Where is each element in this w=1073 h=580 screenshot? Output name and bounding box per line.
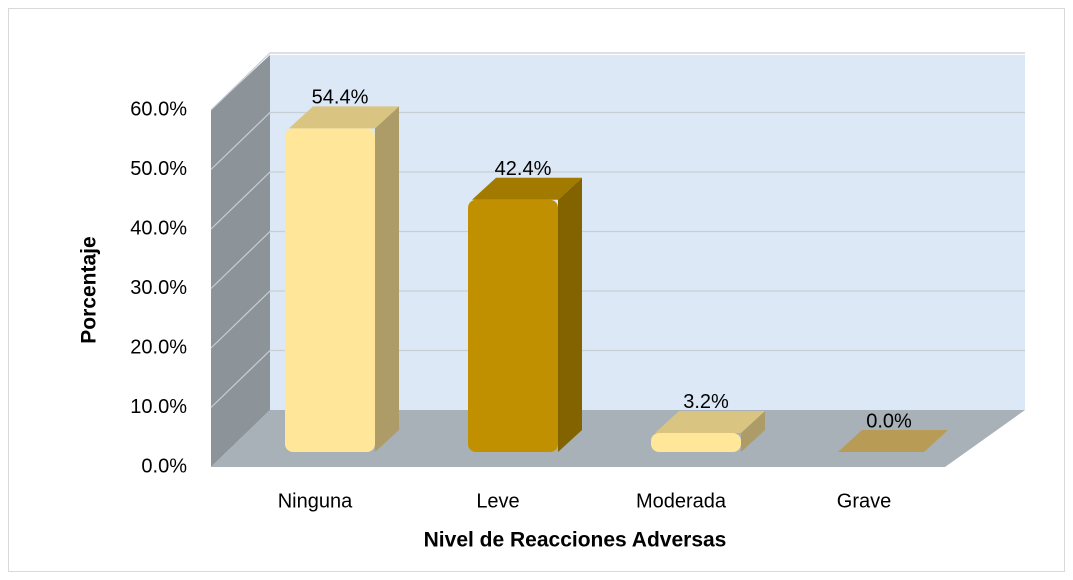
bar-side <box>558 177 582 452</box>
grid-line <box>210 230 1025 289</box>
y-tick-label: 30.0% <box>130 277 187 299</box>
x-tick-label: Ninguna <box>278 490 353 512</box>
grid-line <box>210 290 1025 349</box>
value-label: 3.2% <box>683 391 729 413</box>
y-tick-label: 40.0% <box>130 217 187 239</box>
value-label: 54.4% <box>312 87 369 109</box>
bar <box>651 410 765 452</box>
bars <box>285 106 948 452</box>
grid <box>210 52 1025 408</box>
value-label: 0.0% <box>866 410 912 432</box>
side-wall <box>211 55 270 467</box>
y-tick-label: 60.0% <box>130 98 187 120</box>
x-tick-label: Grave <box>837 490 891 512</box>
bar-front <box>651 432 741 452</box>
grid-line <box>210 111 1025 170</box>
back-wall <box>270 55 1025 410</box>
x-axis-title: Nivel de Reacciones Adversas <box>424 529 727 552</box>
bar <box>285 106 399 452</box>
grid-line <box>210 52 1025 111</box>
y-tick-label: 10.0% <box>130 396 187 418</box>
bar-top <box>472 177 582 200</box>
grid-line <box>210 171 1025 230</box>
bar-top <box>655 410 765 433</box>
bar-top <box>289 106 399 129</box>
bar <box>468 177 582 452</box>
grid-line <box>210 349 1025 408</box>
y-axis-title: Porcentaje <box>78 236 101 343</box>
bar-top <box>838 430 948 452</box>
x-tick-label: Moderada <box>636 490 727 512</box>
bar-front <box>468 199 558 452</box>
y-tick-label: 50.0% <box>130 158 187 180</box>
value-label: 42.4% <box>495 158 552 180</box>
bar <box>838 430 948 452</box>
x-tick-label: Leve <box>476 490 519 512</box>
bar-front <box>285 128 375 452</box>
y-tick-label: 20.0% <box>130 336 187 358</box>
y-tick-label: 0.0% <box>141 455 187 477</box>
bar-side <box>741 410 765 452</box>
floor <box>211 410 1025 467</box>
bar-side <box>375 106 399 452</box>
